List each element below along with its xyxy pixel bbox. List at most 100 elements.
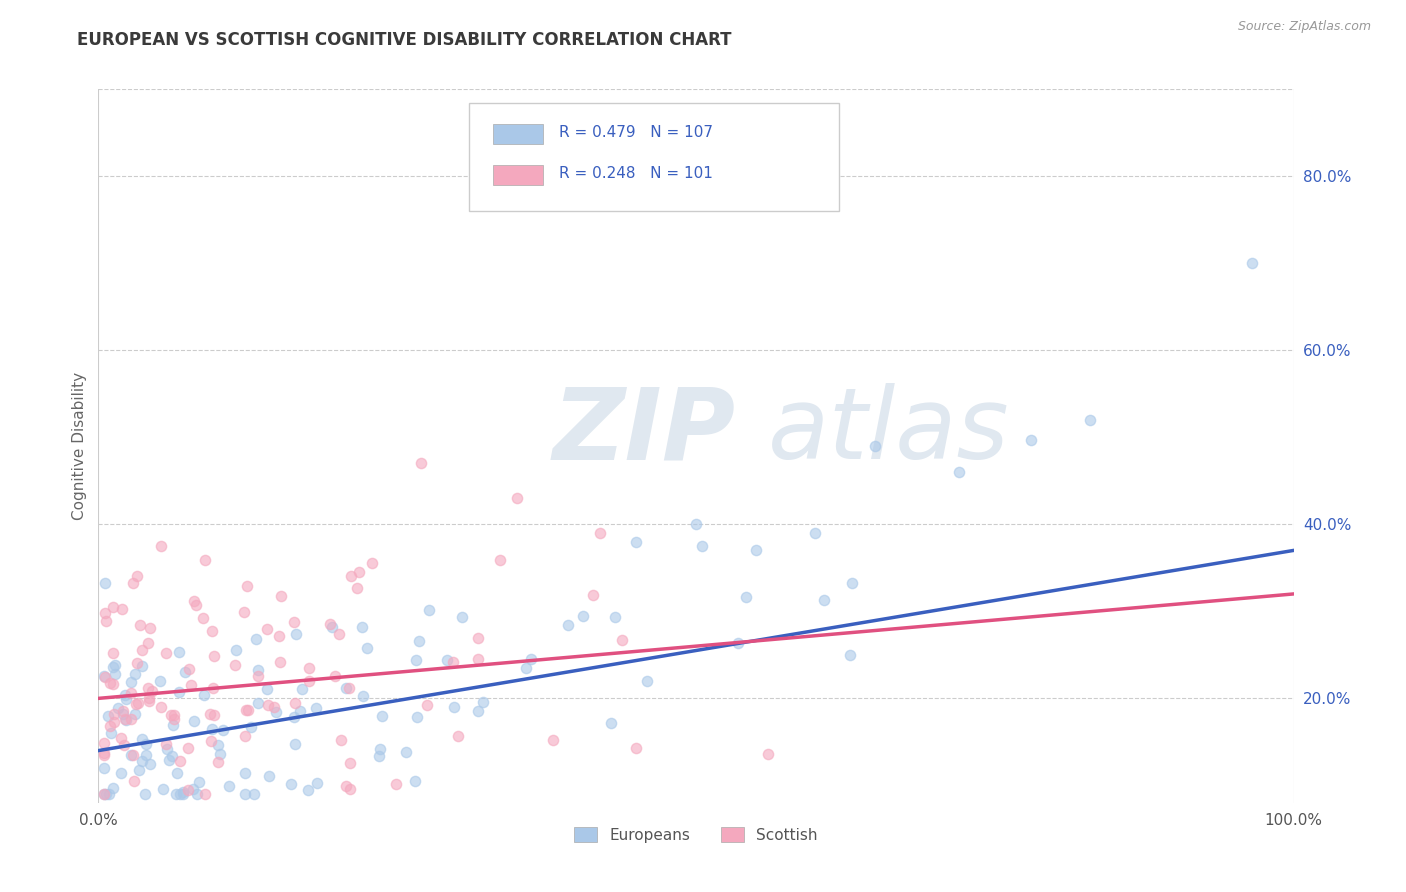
Point xyxy=(284,697,307,711)
Point xyxy=(235,787,257,801)
Point xyxy=(283,710,305,724)
Point xyxy=(131,754,153,768)
Point xyxy=(235,703,257,717)
Point xyxy=(335,681,357,696)
Point xyxy=(110,731,132,745)
Point xyxy=(636,673,658,688)
Point xyxy=(162,718,184,732)
Point xyxy=(735,590,758,604)
Point xyxy=(139,757,162,772)
Point xyxy=(352,620,374,634)
Point xyxy=(233,766,256,780)
Point xyxy=(124,773,146,788)
Point xyxy=(120,685,142,699)
Point xyxy=(163,712,186,726)
Text: R = 0.479   N = 107: R = 0.479 N = 107 xyxy=(558,125,713,140)
Point xyxy=(93,736,115,750)
FancyBboxPatch shape xyxy=(470,103,839,211)
Point xyxy=(177,782,200,797)
Point xyxy=(515,661,537,675)
Point xyxy=(1240,256,1263,270)
Point xyxy=(467,632,489,646)
Point xyxy=(263,699,285,714)
Point xyxy=(841,576,863,591)
Point xyxy=(370,709,392,723)
Point xyxy=(727,636,749,650)
Point xyxy=(134,787,156,801)
Point xyxy=(447,729,470,743)
Point xyxy=(180,678,202,692)
FancyBboxPatch shape xyxy=(494,165,543,185)
Point xyxy=(247,669,270,683)
Point xyxy=(624,741,647,756)
Point xyxy=(97,709,120,723)
Point xyxy=(212,723,235,738)
Point xyxy=(285,627,308,641)
Point xyxy=(128,763,150,777)
Point xyxy=(269,655,291,669)
Point xyxy=(163,707,186,722)
Point xyxy=(93,787,115,801)
Point xyxy=(94,575,117,590)
Point xyxy=(685,517,707,532)
Point xyxy=(166,765,188,780)
Point xyxy=(340,569,363,583)
Point xyxy=(97,787,120,801)
Point xyxy=(360,556,382,570)
Point xyxy=(149,673,172,688)
Point xyxy=(280,776,302,790)
Point xyxy=(188,774,211,789)
Point xyxy=(240,720,263,734)
Point xyxy=(124,667,146,681)
Point xyxy=(356,641,378,656)
Point xyxy=(283,615,305,629)
Point xyxy=(256,622,278,636)
Point xyxy=(166,787,188,801)
Point xyxy=(183,781,205,796)
Point xyxy=(415,698,437,712)
Legend: Europeans, Scottish: Europeans, Scottish xyxy=(568,821,824,848)
Point xyxy=(330,732,353,747)
Point xyxy=(101,781,124,796)
Point xyxy=(368,742,391,756)
Point xyxy=(247,696,270,710)
Point xyxy=(121,747,143,762)
Point xyxy=(506,491,529,506)
Text: EUROPEAN VS SCOTTISH COGNITIVE DISABILITY CORRELATION CHART: EUROPEAN VS SCOTTISH COGNITIVE DISABILIT… xyxy=(77,31,733,49)
Point xyxy=(136,681,159,696)
Point xyxy=(838,648,860,662)
Point xyxy=(451,610,474,624)
Point xyxy=(186,598,208,612)
Point xyxy=(224,658,246,673)
Point xyxy=(139,621,162,635)
Point xyxy=(385,777,408,791)
Point xyxy=(93,669,115,683)
Point xyxy=(245,632,267,647)
Point xyxy=(124,706,146,721)
Point xyxy=(267,629,290,643)
Point xyxy=(436,653,458,667)
Point xyxy=(110,765,132,780)
Point xyxy=(194,787,217,801)
Point xyxy=(257,769,280,783)
Point xyxy=(813,593,835,607)
Point xyxy=(599,716,621,731)
Point xyxy=(318,616,340,631)
Point xyxy=(194,553,217,567)
Point xyxy=(94,606,117,620)
Point xyxy=(745,543,768,558)
Point xyxy=(232,605,254,619)
Point xyxy=(233,729,256,743)
Point xyxy=(520,652,543,666)
Point xyxy=(101,647,124,661)
Point xyxy=(298,661,321,675)
Point xyxy=(120,712,142,726)
Point xyxy=(238,703,260,717)
Point xyxy=(467,652,489,666)
Point xyxy=(328,627,350,641)
Point xyxy=(150,699,173,714)
Point xyxy=(114,713,136,727)
Point xyxy=(756,747,779,762)
Point xyxy=(104,666,127,681)
Point xyxy=(141,684,163,698)
